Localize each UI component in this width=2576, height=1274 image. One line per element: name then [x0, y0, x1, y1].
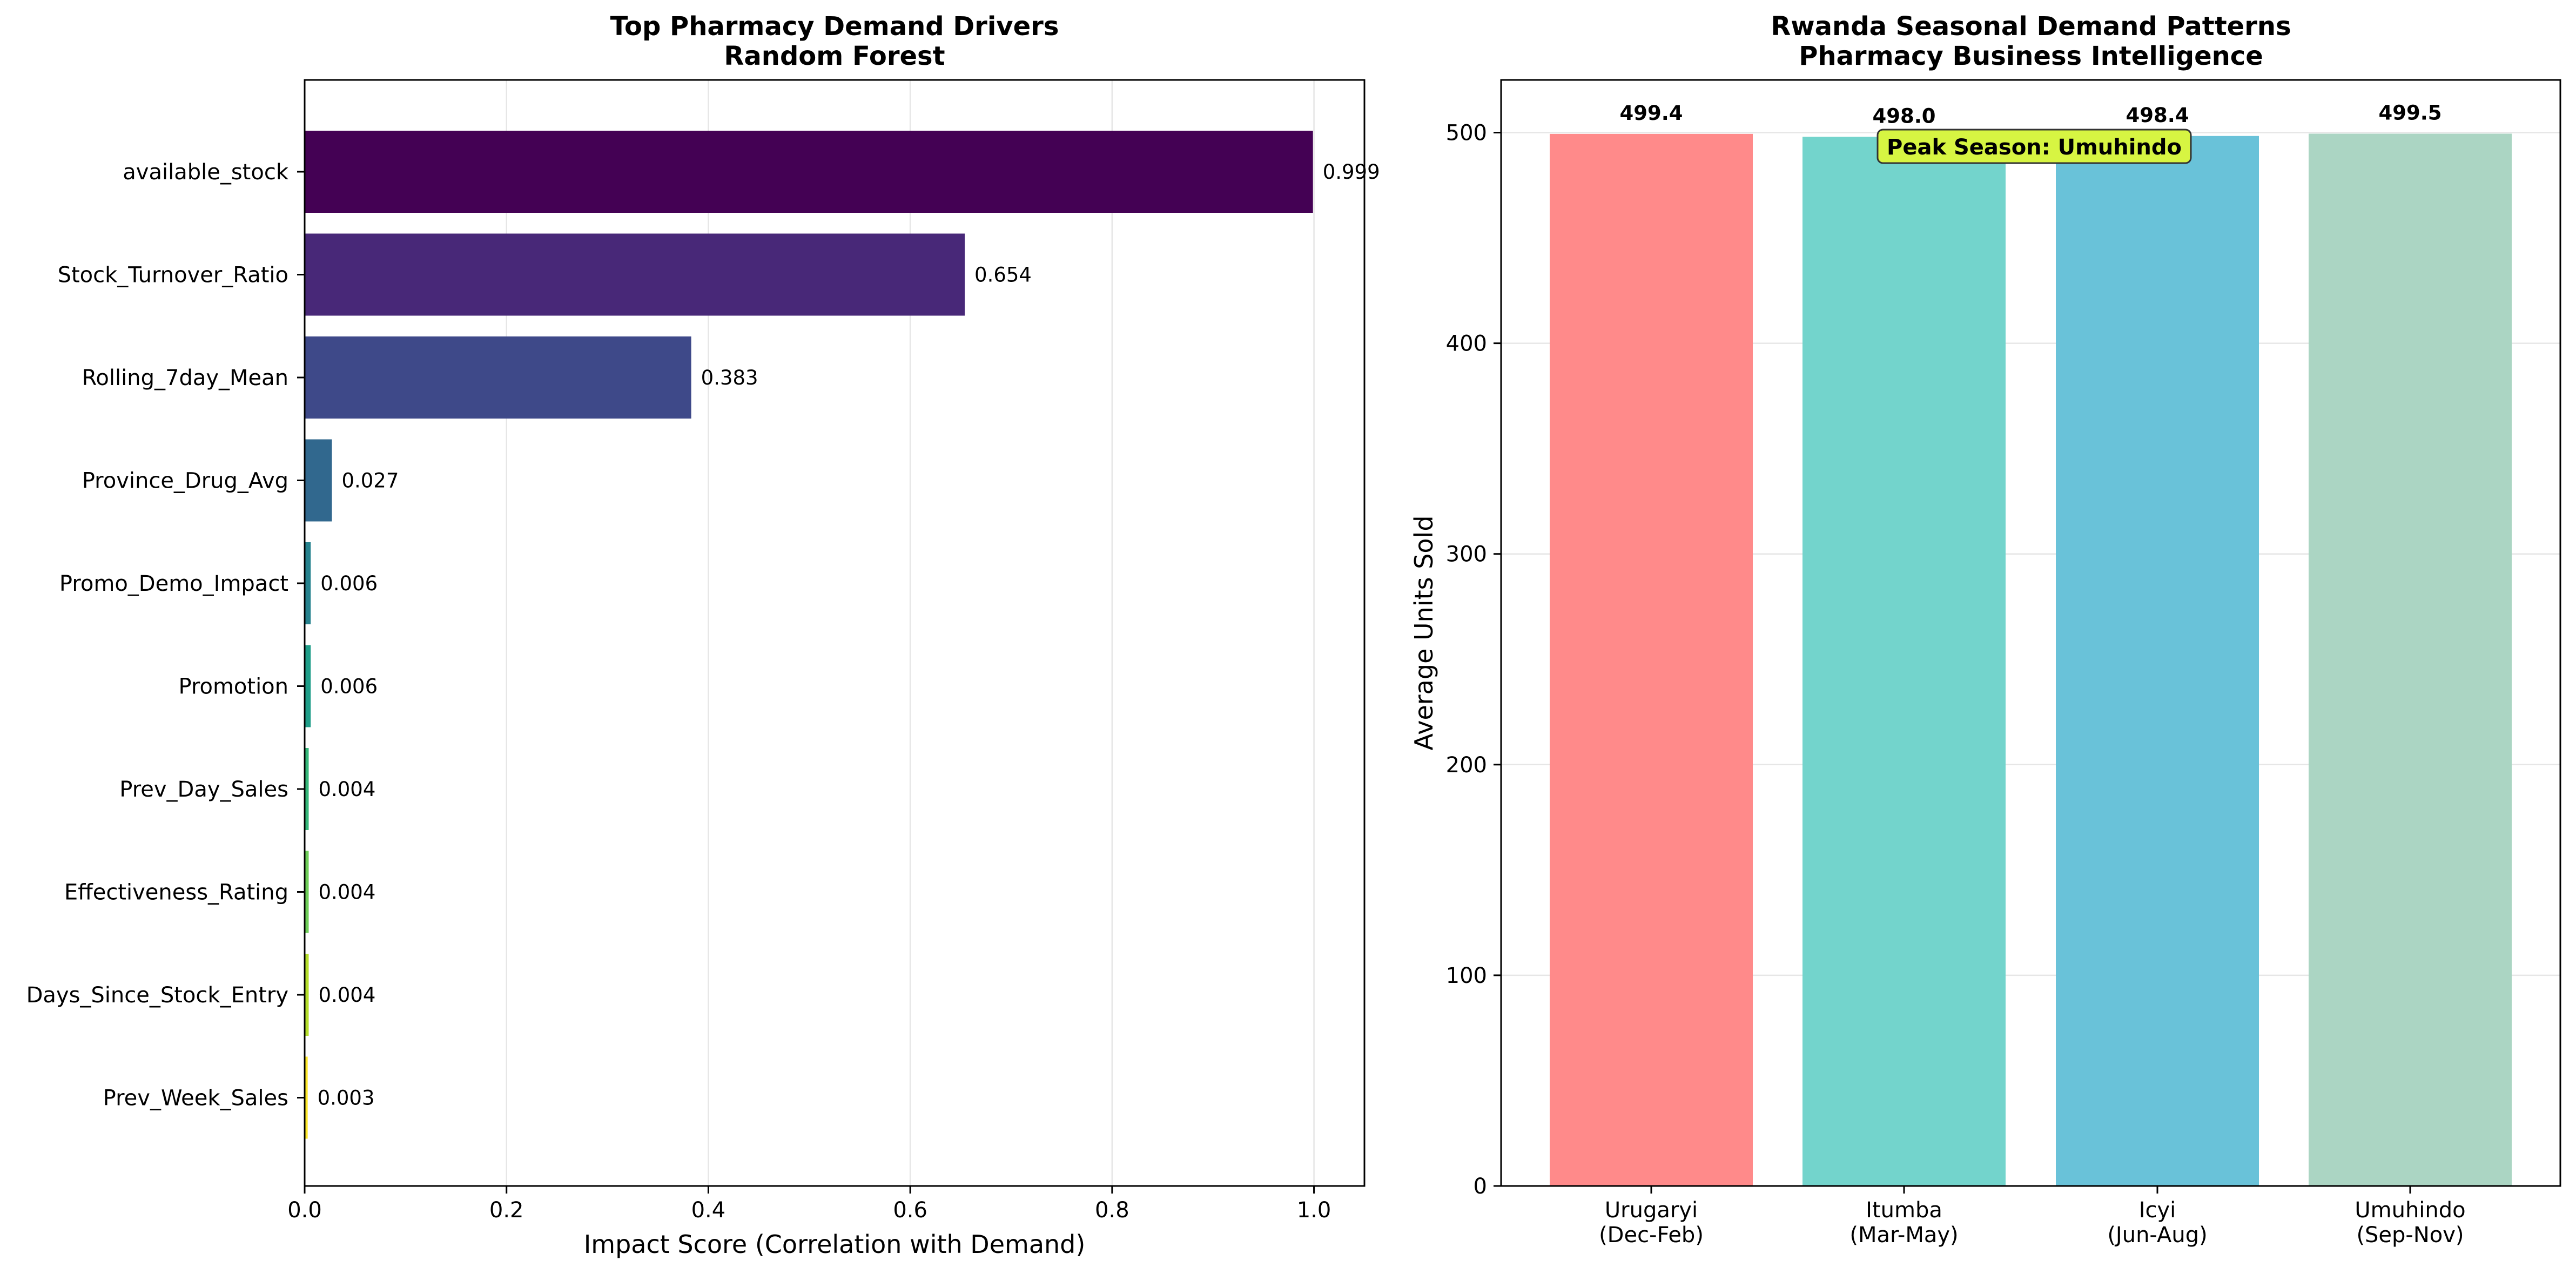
bar-value-label: 0.004 [318, 778, 375, 801]
right-chart-subtitle: Pharmacy Business Intelligence [1799, 41, 2263, 71]
bar-value-label: 498.4 [2126, 104, 2189, 127]
left-chart-frame [304, 79, 1366, 1187]
right-chart-bars [1550, 133, 2512, 1187]
left-chart-x-axis-label: Impact Score (Correlation with Demand) [584, 1230, 1086, 1259]
bar-value-label: 0.027 [341, 469, 399, 493]
seasonal-demand-chart: Rwanda Seasonal Demand Patterns Pharmacy… [1409, 11, 2561, 1248]
right-y-tick-label: 0 [1474, 1174, 1487, 1199]
bar-value-label: 499.5 [2378, 101, 2442, 124]
left-x-tick-label: 0.2 [489, 1198, 524, 1223]
season-months-label: (Dec-Feb) [1599, 1223, 1704, 1248]
left-x-tick-label: 1.0 [1297, 1198, 1331, 1223]
bar-value-label: 498.0 [1872, 104, 1935, 127]
right-y-tick-label: 300 [1446, 542, 1487, 567]
bar-value-label: 0.004 [318, 881, 375, 904]
left-x-tick-label: 0.6 [893, 1198, 927, 1223]
bar-effectiveness-rating [305, 851, 309, 933]
category-label: Stock_Turnover_Ratio [58, 263, 288, 288]
bar-promo-demo-impact [305, 542, 311, 624]
bar-urugaryi [1550, 133, 1753, 1186]
feature-importance-chart: Top Pharmacy Demand Drivers Random Fores… [26, 11, 1380, 1259]
left-chart-x-ticks: 0.0 0.2 0.4 0.6 0.8 1.0 [287, 1186, 1331, 1223]
bar-stock-turnover-ratio [305, 233, 965, 316]
bar-icyi [2056, 136, 2259, 1186]
season-name-label: Urugaryi [1605, 1198, 1698, 1223]
category-label: Days_Since_Stock_Entry [26, 983, 288, 1008]
peak-season-label: Peak Season: Umuhindo [1887, 135, 2182, 160]
right-chart-category-labels: Urugaryi(Dec-Feb) Itumba(Mar-May) Icyi(Jun… [1599, 1186, 2466, 1248]
left-chart-title: Top Pharmacy Demand Drivers [610, 11, 1059, 42]
season-months-label: (Sep-Nov) [2356, 1223, 2464, 1248]
season-name-label: Umuhindo [2355, 1198, 2465, 1223]
category-label: available_stock [123, 160, 289, 185]
category-label: Promotion [178, 675, 288, 699]
bar-available-stock [305, 131, 1313, 213]
peak-season-annotation: Peak Season: Umuhindo [1876, 129, 2192, 164]
right-chart-frame [1500, 79, 2561, 1187]
season-name-label: Icyi [2139, 1198, 2176, 1223]
category-label: Prev_Week_Sales [103, 1086, 288, 1111]
left-x-tick-label: 0.8 [1095, 1198, 1129, 1223]
right-y-tick-label: 100 [1446, 963, 1487, 988]
category-label: Effectiveness_Rating [64, 880, 288, 905]
left-x-tick-label: 0.4 [691, 1198, 726, 1223]
peak-season-box [1876, 129, 2192, 164]
season-months-label: (Mar-May) [1849, 1223, 1958, 1248]
bar-prev-week-sales [305, 1056, 308, 1139]
bar-prev-day-sales [305, 748, 309, 830]
right-chart-title: Rwanda Seasonal Demand Patterns [1771, 11, 2291, 42]
bar-value-label: 0.006 [320, 572, 378, 595]
season-months-label: (Jun-Aug) [2107, 1223, 2207, 1248]
bar-days-since-stock-entry [305, 954, 309, 1036]
bar-value-label: 0.999 [1323, 160, 1380, 184]
season-name-label: Itumba [1866, 1198, 1942, 1223]
category-label: Rolling_7day_Mean [82, 366, 288, 390]
right-y-tick-label: 500 [1446, 121, 1487, 146]
right-y-tick-label: 400 [1446, 332, 1487, 356]
bar-umuhindo [2309, 133, 2512, 1187]
left-chart-value-labels: 0.999 0.654 0.383 0.027 0.006 0.006 0.004 0.004… [318, 160, 1380, 1110]
category-label: Promo_Demo_Impact [59, 571, 288, 596]
bar-itumba [1802, 137, 2006, 1187]
bar-value-label: 499.4 [1619, 102, 1683, 125]
left-chart-category-labels: available_stock Stock_Turnover_Ratio Rolli… [26, 160, 305, 1111]
bar-value-label: 0.004 [318, 983, 375, 1007]
bar-value-label: 0.003 [318, 1087, 375, 1110]
bar-promotion [305, 645, 311, 727]
left-x-tick-label: 0.0 [287, 1198, 322, 1223]
right-chart-y-ticks: 0 100 200 300 400 500 [1446, 121, 1501, 1199]
left-chart-subtitle: Random Forest [724, 41, 945, 71]
right-chart-value-labels: 499.4 498.0 498.4 499.5 [1619, 101, 2442, 127]
category-label: Province_Drug_Avg [82, 469, 288, 494]
right-chart-y-axis-label: Average Units Sold [1409, 515, 1438, 750]
bar-value-label: 0.654 [974, 264, 1032, 287]
bar-rolling-7day-mean [305, 336, 691, 419]
left-chart-bars [305, 131, 1313, 1139]
bar-value-label: 0.006 [320, 675, 378, 698]
bar-province-drug-avg [305, 439, 332, 522]
bar-value-label: 0.383 [701, 366, 758, 389]
right-y-tick-label: 200 [1446, 753, 1487, 778]
category-label: Prev_Day_Sales [119, 777, 288, 802]
